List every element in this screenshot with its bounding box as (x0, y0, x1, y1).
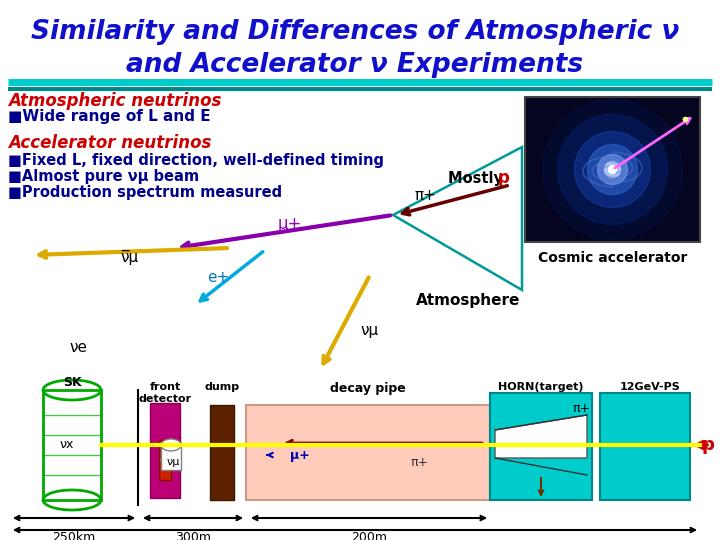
Text: and Accelerator ν Experiments: and Accelerator ν Experiments (127, 52, 584, 78)
Text: μ+: μ+ (290, 449, 310, 462)
FancyBboxPatch shape (150, 403, 180, 498)
FancyBboxPatch shape (161, 442, 181, 470)
Text: Accelerator neutrinos: Accelerator neutrinos (8, 134, 212, 152)
Text: front
detector: front detector (138, 382, 192, 403)
Text: ν̅μ: ν̅μ (121, 249, 139, 265)
Text: Cosmic accelerator: Cosmic accelerator (538, 251, 687, 265)
Text: ■Almost pure νμ beam: ■Almost pure νμ beam (8, 170, 199, 185)
Circle shape (598, 154, 628, 185)
Circle shape (542, 99, 683, 240)
Text: ■Fixed L, fixed direction, well-defined timing: ■Fixed L, fixed direction, well-defined … (8, 153, 384, 168)
Text: π+: π+ (414, 187, 436, 202)
Text: dump: dump (204, 382, 240, 392)
Circle shape (608, 165, 616, 173)
Circle shape (605, 161, 621, 178)
Text: νμ: νμ (360, 322, 378, 338)
Text: Atmosphere: Atmosphere (416, 293, 520, 307)
Text: decay pipe: decay pipe (330, 382, 406, 395)
Text: ■Wide range of L and E: ■Wide range of L and E (8, 110, 211, 125)
FancyBboxPatch shape (159, 440, 171, 480)
FancyBboxPatch shape (490, 393, 592, 500)
Text: π+: π+ (411, 456, 429, 469)
Ellipse shape (161, 439, 181, 451)
Text: π+: π+ (573, 402, 591, 415)
FancyBboxPatch shape (210, 405, 234, 500)
Text: Similarity and Differences of Atmospheric ν: Similarity and Differences of Atmospheri… (31, 19, 679, 45)
Text: ■Production spectrum measured: ■Production spectrum measured (8, 186, 282, 200)
Text: e+: e+ (207, 271, 229, 286)
Text: p: p (498, 169, 510, 187)
Ellipse shape (161, 454, 181, 466)
Text: 300m: 300m (175, 531, 211, 540)
Text: SK: SK (63, 375, 81, 388)
FancyBboxPatch shape (600, 393, 690, 500)
Text: νx: νx (60, 438, 74, 451)
Text: μ+: μ+ (278, 215, 302, 233)
Circle shape (557, 114, 667, 225)
Circle shape (575, 132, 650, 207)
Circle shape (588, 145, 637, 194)
Text: νe: νe (69, 341, 87, 355)
Text: HORN(target): HORN(target) (498, 382, 584, 392)
Text: 250km: 250km (53, 531, 96, 540)
Polygon shape (495, 415, 587, 458)
FancyBboxPatch shape (246, 405, 490, 500)
Text: 12GeV-PS: 12GeV-PS (620, 382, 680, 392)
Text: Atmospheric neutrinos: Atmospheric neutrinos (8, 92, 221, 110)
Text: νμ: νμ (166, 457, 180, 467)
Text: Mostly: Mostly (448, 171, 508, 186)
Text: p: p (701, 436, 714, 454)
FancyBboxPatch shape (525, 97, 700, 242)
Text: 200m: 200m (351, 531, 387, 540)
